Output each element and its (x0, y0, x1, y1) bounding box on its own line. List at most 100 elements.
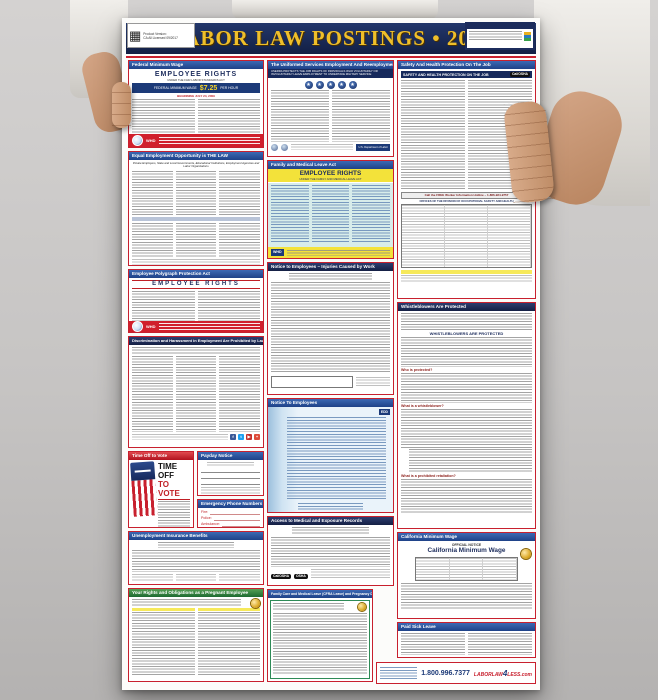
body-text (352, 185, 391, 243)
product-line1: Product Version: (143, 31, 167, 36)
notice-title-lines (273, 603, 344, 611)
footer-text (291, 144, 354, 151)
whd-seal-icon (132, 321, 143, 332)
body-text (271, 282, 390, 374)
intro-text (132, 599, 241, 606)
twitter-icon: t (238, 434, 244, 440)
rate-column (483, 558, 518, 580)
divider-band (132, 216, 260, 221)
body-text (197, 99, 260, 139)
masthead-divider (126, 56, 536, 58)
effective-date: BEGINNING JULY 24, 2009 (177, 94, 215, 98)
brand-prefix: LABORLAW (473, 671, 503, 678)
directory-column (445, 205, 488, 267)
emergency-label: Ambulance: (201, 522, 220, 526)
highlight-note (401, 270, 532, 274)
notice-title-lines (288, 273, 373, 280)
wage-rate-table (415, 557, 518, 581)
emergency-label: Police: (201, 516, 212, 520)
footer-text-lines (286, 249, 390, 256)
form-caption (206, 462, 255, 467)
agency-footer-text (132, 434, 228, 440)
section-header: Emergency Phone Numbers (198, 500, 263, 508)
body-text (468, 633, 532, 655)
body-text (132, 612, 195, 676)
numbered-list-text (409, 449, 532, 473)
section-header: Payday Notice (198, 452, 263, 460)
to-vote-big-text: TO VOTE (158, 480, 180, 498)
calosha-logo: Cal/OSHA (271, 574, 292, 579)
product-line2: CA All Licensed 09/2017 (143, 35, 178, 40)
section-payday-notice: Payday Notice (197, 451, 264, 496)
poster-footer-bar: 1.800.996.7377 LABORLAW4LESS.com (376, 662, 536, 684)
body-text (132, 99, 195, 139)
body-text (273, 613, 367, 675)
body-text (287, 417, 386, 501)
section-injuries-caused-by-work: Notice to Employees – Injuries Caused by… (267, 262, 394, 395)
notice-title-lines (291, 527, 370, 535)
star-badge-icon: ★ (315, 80, 324, 89)
finger-creases (112, 82, 131, 128)
edd-logo: EDD (378, 409, 390, 415)
seal-logo-icon (524, 31, 531, 41)
whd-logo: WHD (271, 249, 284, 256)
directory-column (402, 205, 445, 267)
compliance-seal-box (465, 22, 535, 50)
question-subhead: What is a whistleblower? (401, 404, 444, 408)
section-header: Access to Medical and Exposure Records (268, 517, 393, 525)
official-notice-label: OFFICIAL NOTICE (451, 543, 482, 547)
body-text (401, 337, 532, 367)
body-text (132, 356, 173, 432)
section-header: Safety And Health Protection On The Job (398, 61, 535, 69)
offices-heading: OFFICES OF THE DIVISION OF OCCUPATIONAL … (419, 199, 514, 203)
body-text (219, 356, 261, 432)
section-header: Notice To Employees (268, 399, 393, 407)
section-header: Employee Polygraph Protection Act (129, 270, 263, 278)
emergency-row: Fire: (201, 510, 260, 515)
section-header: Federal Minimum Wage (129, 61, 263, 69)
whd-seal-icon (132, 135, 143, 146)
rate-column (449, 558, 484, 580)
section-header: Time Off to Vote (129, 452, 193, 460)
section-edd-notice-to-employees: Notice To Employees EDD (267, 398, 394, 513)
body-text (401, 633, 465, 655)
form-blank-line (201, 473, 260, 479)
section-access-medical-records: Access to Medical and Exposure Records C… (267, 516, 394, 586)
section-whistleblowers-protected: Whistleblowers Are Protected WHISTLEBLOW… (397, 302, 536, 529)
body-text (158, 501, 190, 527)
userra-band: USERRA PROTECTS THE JOB RIGHTS OF INDIVI… (268, 69, 393, 78)
dol-footer-band: WHD (129, 321, 263, 332)
body-text (219, 170, 261, 215)
directory-column (488, 205, 531, 267)
section-pregnant-employee-rights: Your Rights and Obligations as a Pregnan… (128, 588, 264, 682)
footer-lines (297, 503, 364, 511)
section-header: Unemployment Insurance Benefits (129, 532, 263, 540)
contact-column (132, 574, 173, 582)
body-text (175, 356, 217, 432)
seal-strip (467, 24, 533, 29)
emergency-row: Police: (201, 516, 260, 521)
brand-suffix: LESS.com (507, 671, 532, 678)
wage-label: FEDERAL MINIMUM WAGE (153, 86, 197, 90)
form-blank-line (201, 467, 260, 473)
body-text (175, 222, 217, 257)
state-seal-icon (521, 549, 531, 559)
body-text (132, 222, 173, 257)
brand-number: 4 (502, 668, 508, 678)
highlight-subhead (132, 608, 195, 611)
section-header: The Uniformed Services Employment And Re… (268, 61, 393, 69)
body-text (401, 313, 532, 331)
section-unemployment-insurance: Unemployment Insurance Benefits (128, 531, 264, 585)
time-off-big-text: TIME OFF (158, 462, 178, 480)
footnote-text (132, 258, 260, 265)
guarantee-text-lines (380, 667, 418, 679)
osha-logo: OSHA (294, 574, 308, 579)
person-left-hand (112, 82, 131, 128)
section-federal-minimum-wage: Federal Minimum Wage EMPLOYEE RIGHTS UND… (128, 60, 264, 148)
section-california-minimum-wage: California Minimum Wage OFFICIAL NOTICE … (397, 532, 536, 619)
wage-amount: $7.25 (199, 84, 218, 92)
whistleblower-heading: WHISTLEBLOWERS ARE PROTECTED (429, 331, 504, 336)
per-hour: PER HOUR (220, 86, 239, 90)
section-header: Notice to Employees – Injuries Caused by… (268, 263, 393, 271)
